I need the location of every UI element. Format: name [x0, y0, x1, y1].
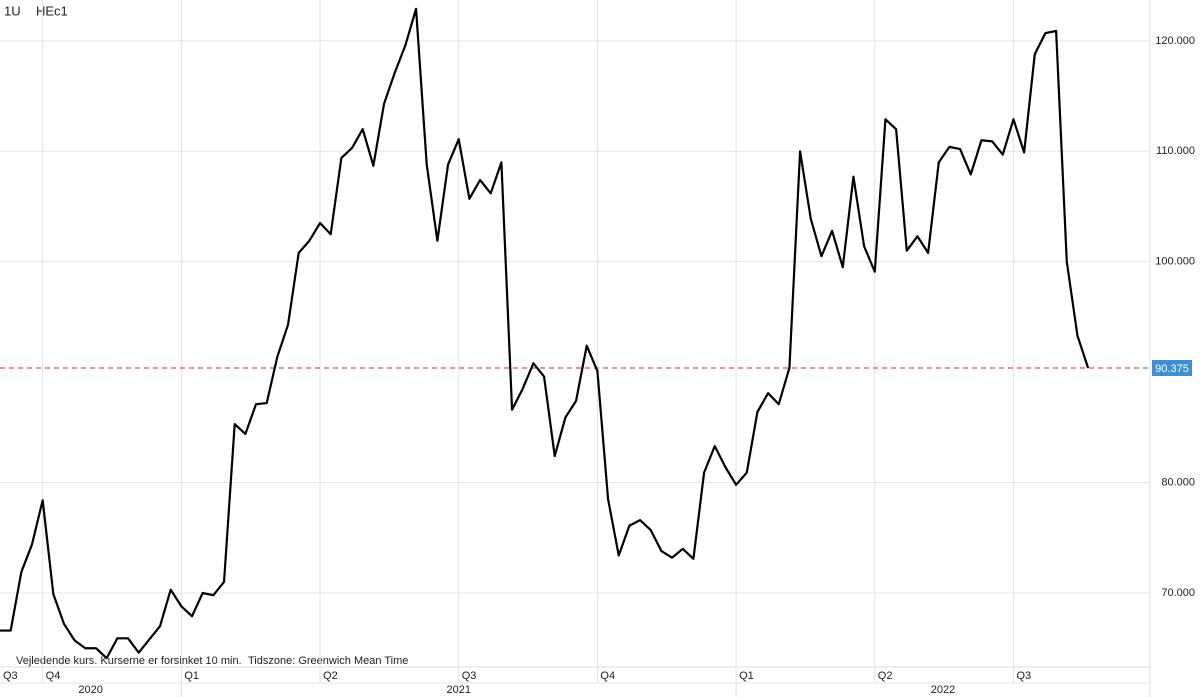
- note: Tidszone: Greenwich Mean Time: [248, 655, 408, 667]
- y-tick-label: 120.000: [1155, 35, 1195, 47]
- year-label: 2021: [446, 684, 470, 696]
- y-tick-label: 110.000: [1156, 145, 1195, 157]
- x-tick-label: Q3: [462, 670, 477, 682]
- price-label-box: [1152, 360, 1192, 377]
- chart-title: 1U: [4, 3, 21, 18]
- x-tick-label: Q3: [1016, 670, 1031, 682]
- x-tick-label: Q2: [323, 670, 338, 682]
- year-label: 2020: [78, 684, 102, 696]
- x-tick-label: Q3: [3, 670, 18, 682]
- note: Vejledende kurs. Kurserne er forsinket 1…: [16, 655, 242, 667]
- x-tick-label: Q4: [600, 670, 615, 682]
- x-tick-label: Q2: [878, 670, 893, 682]
- y-tick-label: 80.000: [1161, 476, 1195, 488]
- y-tick-label: 70.000: [1161, 587, 1195, 599]
- year-label: 2022: [931, 684, 955, 696]
- price-label: 90.375: [1155, 363, 1189, 375]
- x-tick-label: Q1: [184, 670, 199, 682]
- price-line: [0, 7, 1090, 660]
- x-tick-label: Q1: [739, 670, 754, 682]
- x-tick-label: Q4: [46, 670, 61, 682]
- y-tick-label: 100.000: [1155, 256, 1195, 268]
- legend-entry: HEc1: [36, 3, 68, 18]
